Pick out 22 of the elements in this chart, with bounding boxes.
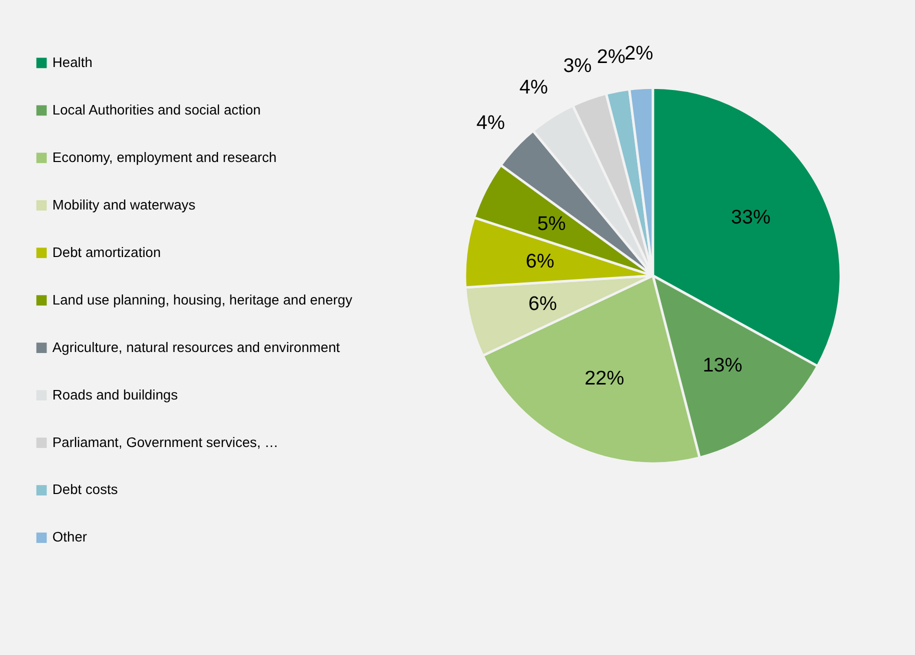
data-label: 5% (537, 212, 566, 235)
data-label: 6% (528, 292, 557, 315)
data-label: 3% (563, 55, 592, 78)
legend-label: Roads and buildings (52, 386, 178, 402)
legend-label: Debt costs (52, 481, 118, 498)
legend-label: Land use planning, housing, heritage and energy (52, 291, 352, 308)
data-label: 6% (526, 250, 554, 272)
data-label: 13% (702, 354, 742, 376)
legend-label: Economy, employment and research (52, 148, 277, 165)
data-label: 4% (476, 112, 505, 134)
legend-label: Agriculture, natural resources and environment (52, 338, 340, 355)
data-label: 33% (731, 206, 771, 229)
data-label: 22% (584, 367, 624, 390)
legend-label: Debt amortization (52, 244, 161, 260)
data-label: 4% (519, 76, 548, 99)
legend-label: Health (52, 54, 92, 70)
data-label: 2% (596, 46, 626, 68)
legend-label: Mobility and waterways (52, 196, 196, 212)
data-label: 2% (624, 42, 654, 64)
legend-label: Other (52, 528, 88, 545)
legend-label: Parliamant, Government services, … (52, 434, 278, 450)
legend-label: Local Authorities and social action (52, 101, 261, 118)
